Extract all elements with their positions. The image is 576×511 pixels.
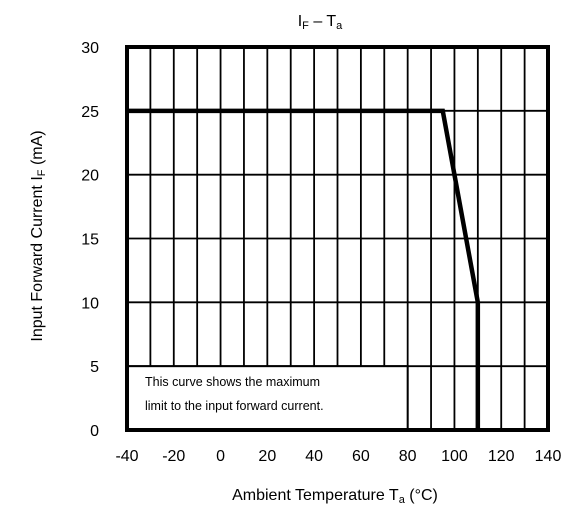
y-tick-labels: 0 5 10 15 20 25 30 <box>81 40 99 440</box>
annotation-line-1: This curve shows the maximum <box>145 375 320 389</box>
x-tick-label: 20 <box>258 448 276 465</box>
x-tick-label: 0 <box>216 448 225 465</box>
y-tick-label: 15 <box>81 232 99 249</box>
y-tick-label: 0 <box>90 423 99 440</box>
y-tick-label: 5 <box>90 359 99 376</box>
x-tick-label: 140 <box>535 448 562 465</box>
y-axis-label: Input Forward Current IF (mA) <box>29 130 48 341</box>
x-tick-label: 60 <box>352 448 370 465</box>
series-line <box>127 108 481 430</box>
y-tick-label: 20 <box>81 168 99 185</box>
x-axis-label: Ambient Temperature Ta (°C) <box>232 487 438 506</box>
plot-frame <box>125 45 550 432</box>
x-tick-label: -40 <box>115 448 138 465</box>
x-tick-label: -20 <box>162 448 185 465</box>
y-tick-label: 30 <box>81 40 99 57</box>
x-tick-label: 100 <box>441 448 468 465</box>
x-tick-label: 80 <box>399 448 417 465</box>
y-tick-label: 25 <box>81 104 99 121</box>
x-tick-label: 40 <box>305 448 323 465</box>
y-tick-label: 10 <box>81 295 99 312</box>
x-tick-label: 120 <box>488 448 515 465</box>
chart-title: IF – Ta <box>298 13 343 32</box>
annotation-line-2: limit to the input forward current. <box>145 399 324 413</box>
x-tick-labels: -40 -20 0 20 40 60 80 100 120 140 <box>115 448 561 465</box>
